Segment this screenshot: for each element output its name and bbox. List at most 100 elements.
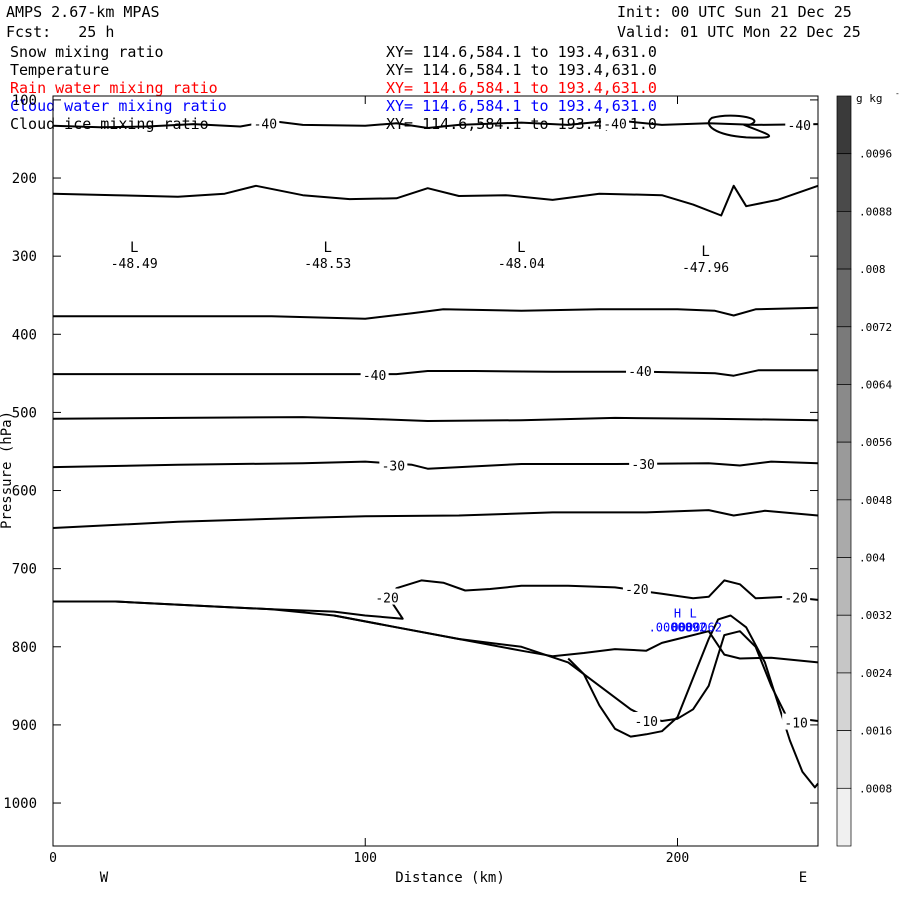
colorbar-tick-label: .0096	[859, 148, 892, 161]
colorbar-swatch	[836, 153, 852, 212]
x-axis-title: Distance (km)	[395, 870, 505, 886]
y-tick-label: 300	[12, 249, 37, 265]
low-marker: L	[517, 240, 525, 256]
colorbar-swatch	[836, 787, 852, 847]
extremum-marker: L	[689, 606, 696, 620]
x-tick-label: 100	[354, 851, 377, 866]
east-label: E	[799, 870, 807, 886]
colorbar-swatch	[836, 614, 852, 674]
temperature-contour	[53, 600, 819, 664]
contour-label-bg	[626, 362, 655, 378]
contour-label: -20	[625, 583, 648, 598]
field-xy-cloud-water: XY= 114.6,584.1 to 193.4,631.0	[386, 97, 657, 115]
colorbar-swatch	[836, 557, 852, 616]
colorbar-tick-label: .0008	[859, 782, 892, 795]
low-marker: L	[130, 240, 138, 256]
extremum-value: .0000092	[649, 620, 707, 634]
y-tick-label: 100	[12, 93, 37, 109]
y-tick-label: 1000	[3, 796, 37, 812]
field-xy-temperature: XY= 114.6,584.1 to 193.4,631.0	[386, 61, 657, 79]
temperature-contour	[333, 614, 819, 722]
contour-label-bg	[629, 454, 658, 471]
colorbar-swatch	[836, 268, 852, 328]
temperature-contour	[567, 614, 819, 789]
contour-label: -40	[254, 117, 277, 132]
contour-label-bg	[632, 712, 661, 728]
x-tick-label: 0	[49, 851, 57, 866]
low-marker: L	[324, 240, 332, 256]
colorbar-tick-label: .0088	[859, 205, 892, 218]
y-tick-label: 800	[12, 640, 37, 656]
colorbar-swatch	[836, 499, 852, 558]
temperature-contour	[52, 509, 819, 529]
colorbar-swatch	[836, 95, 852, 155]
colorbar-swatch	[836, 441, 852, 501]
contour-label: -20	[375, 592, 398, 607]
y-tick-label: 200	[12, 171, 37, 187]
contour-label-bg	[379, 456, 408, 473]
x-tick-label: 200	[666, 851, 689, 866]
forecast-hour: Fcst: 25 h	[6, 23, 115, 41]
y-tick-label: 600	[12, 484, 37, 500]
field-xy-snow: XY= 114.6,584.1 to 193.4,631.0	[386, 43, 657, 61]
extremum-value: .0000062	[664, 620, 722, 634]
contour-label-bg	[782, 588, 811, 605]
colorbar-swatch	[836, 211, 852, 270]
contour-label: -20	[784, 592, 807, 607]
plot-frame	[52, 95, 819, 847]
colorbar-tick-label: .0056	[859, 436, 892, 449]
contour-label-bg	[360, 365, 389, 382]
colorbar-tick-label: .0024	[859, 667, 892, 680]
contour-label-bg	[622, 579, 651, 596]
temperature-contour	[52, 184, 819, 217]
init-time: Init: 00 UTC Sun 21 Dec 25	[617, 3, 852, 21]
colorbar-tick-label: .0072	[859, 321, 892, 334]
contour-label-bg	[782, 713, 811, 730]
temperature-contour	[53, 369, 818, 377]
colorbar-tick-label: .0032	[859, 609, 892, 622]
contour-label-bg	[601, 114, 630, 131]
colorbar-tick-label: .0048	[859, 494, 892, 507]
model-title: AMPS 2.67-km MPAS	[6, 3, 160, 21]
field-name-snow: Snow mixing ratio	[10, 43, 164, 61]
low-value: -48.04	[498, 257, 545, 272]
contour-label: -10	[635, 715, 658, 730]
contour-label: -10	[784, 717, 807, 732]
contour-label-bg	[373, 588, 402, 605]
y-tick-label: 500	[12, 405, 37, 421]
low-value: -47.96	[682, 261, 729, 276]
west-label: W	[100, 870, 109, 886]
contour-label: -30	[631, 458, 654, 473]
low-value: -48.53	[304, 257, 351, 272]
field-name-temperature: Temperature	[10, 61, 110, 79]
colorbar-unit-exponent: -1	[895, 89, 900, 98]
y-tick-label: 400	[12, 327, 37, 343]
colorbar-swatch	[836, 326, 852, 385]
colorbar-tick-label: .008	[859, 263, 886, 276]
colorbar-tick-label: .004	[859, 552, 886, 565]
temperature-contour	[52, 460, 819, 470]
colorbar-unit: g kg	[856, 92, 883, 105]
colorbar-swatch	[836, 672, 852, 731]
y-tick-label: 900	[12, 718, 37, 734]
colorbar-tick-label: .0016	[859, 725, 892, 738]
contour-label: -40	[603, 117, 626, 132]
contour-label-bg	[251, 114, 280, 131]
y-axis-title: Pressure (hPa)	[0, 411, 15, 529]
contour-label: -40	[628, 365, 651, 380]
contour-label-bg	[785, 115, 814, 132]
field-xy-rain: XY= 114.6,584.1 to 193.4,631.0	[386, 79, 657, 97]
colorbar-tick-label: .0064	[859, 378, 892, 391]
colorbar-swatch	[836, 730, 852, 789]
contour-label: -40	[363, 369, 386, 384]
low-value: -48.49	[111, 257, 158, 272]
temperature-contour	[52, 416, 819, 422]
temperature-contour	[53, 579, 819, 620]
field-name-cloud-water: Cloud water mixing ratio	[10, 97, 227, 115]
cloud-ice-contour	[707, 114, 771, 139]
field-name-rain: Rain water mixing ratio	[10, 79, 218, 97]
temperature-contour	[52, 119, 819, 129]
colorbar-swatch	[836, 384, 852, 443]
extremum-marker: H	[674, 606, 681, 620]
